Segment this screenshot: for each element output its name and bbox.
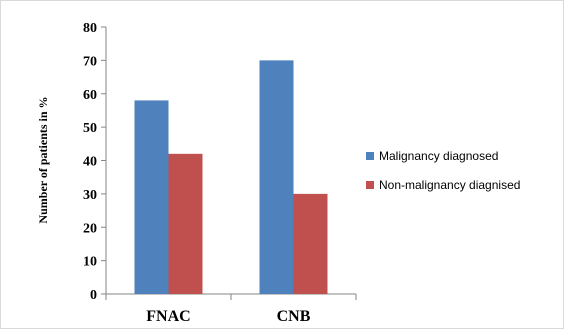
- y-tick-label: 50: [83, 121, 97, 136]
- x-category-label: FNAC: [146, 308, 190, 325]
- y-tick-label: 40: [83, 155, 97, 170]
- y-tick-label: 30: [83, 188, 97, 203]
- bar-fnac-series-2: [168, 153, 203, 294]
- plot-area: 0 10 20 30 40 50 60 70 80 FNAC CNB: [83, 21, 357, 325]
- bar-cnb-series-1: [259, 60, 294, 294]
- bar-fnac-series-1: [134, 100, 169, 294]
- legend-label-series-1: Malignancy diagnosed: [379, 149, 498, 163]
- legend-swatch-series-2: [366, 181, 374, 189]
- y-axis-title: Number of patients in %: [36, 96, 50, 223]
- legend-swatch-series-1: [366, 152, 374, 160]
- y-tick-label: 70: [83, 54, 97, 69]
- y-tick-label: 20: [83, 221, 97, 236]
- y-tick-label: 80: [83, 21, 97, 36]
- legend: Malignancy diagnosed Non-malignancy diagn…: [366, 149, 520, 192]
- y-tick-label: 60: [83, 88, 97, 103]
- bar-cnb-series-2: [293, 193, 328, 294]
- legend-label-series-2: Non-malignancy diagnised: [379, 178, 520, 192]
- y-tick-label: 0: [90, 288, 97, 303]
- y-tick-label: 10: [83, 255, 97, 270]
- x-category-label: CNB: [277, 308, 311, 325]
